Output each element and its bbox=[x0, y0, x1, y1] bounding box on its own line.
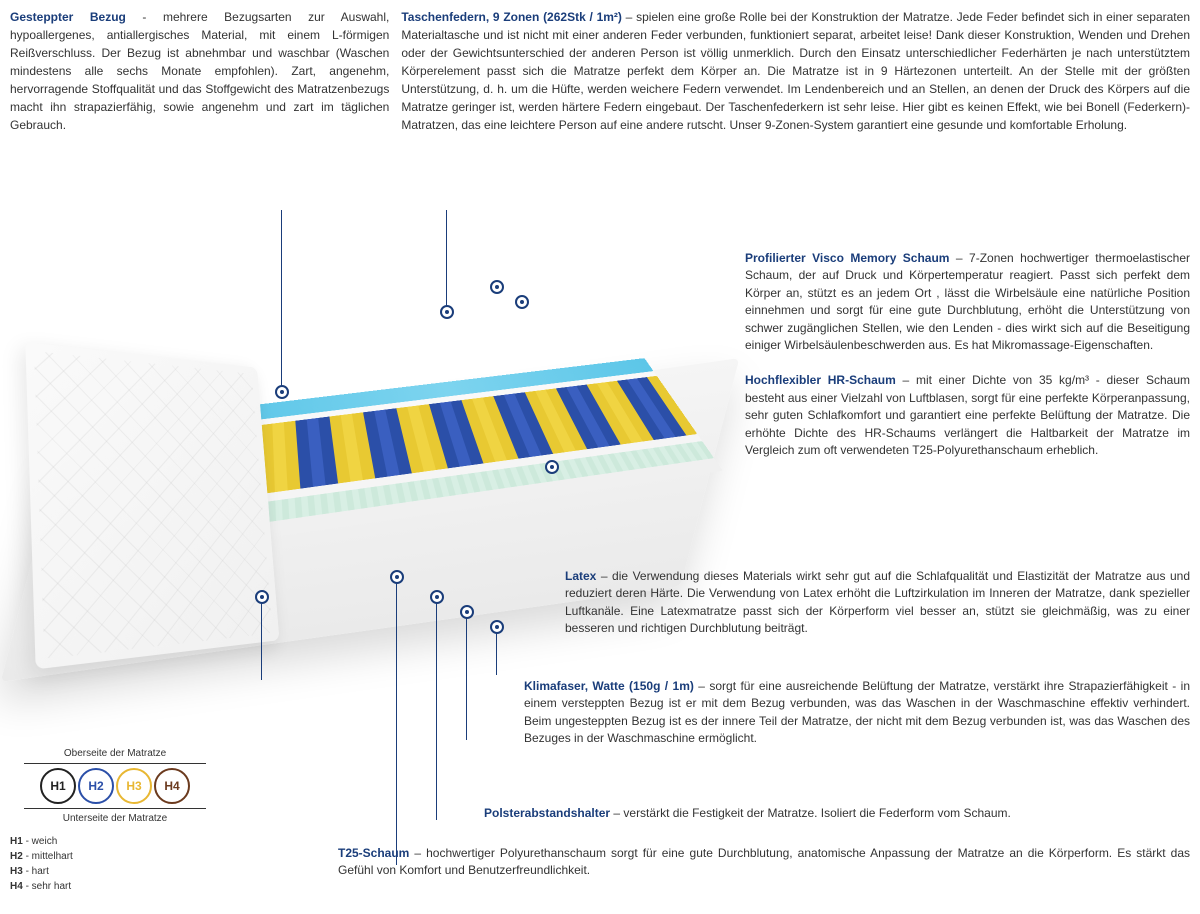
layer-description: Latex – die Verwendung dieses Materials … bbox=[565, 568, 1190, 638]
callout-line bbox=[281, 210, 282, 390]
hardness-key: H1 - weich bbox=[10, 834, 220, 849]
hardness-key: H3 - hart bbox=[10, 864, 220, 879]
springs-text: – spielen eine große Rolle bei der Konst… bbox=[401, 10, 1190, 132]
callout-line bbox=[396, 575, 397, 865]
callout-marker bbox=[490, 280, 504, 294]
callout-marker bbox=[490, 620, 504, 634]
hardness-legend: Oberseite der Matratze H1H2H3H4 Untersei… bbox=[10, 744, 220, 894]
springs-description: Taschenfedern, 9 Zonen (262Stk / 1m²) – … bbox=[401, 8, 1190, 134]
callout-marker bbox=[390, 570, 404, 584]
right-descriptions: Profilierter Visco Memory Schaum – 7-Zon… bbox=[745, 250, 1190, 477]
hr-foam-description: Hochflexibler HR-Schaum – mit einer Dich… bbox=[745, 372, 1190, 459]
springs-title: Taschenfedern, 9 Zonen (262Stk / 1m²) bbox=[401, 10, 622, 24]
hardness-ring: H3 bbox=[116, 768, 152, 804]
cover-text: - mehrere Bezugsarten zur Auswahl, hypoa… bbox=[10, 10, 389, 132]
callout-marker bbox=[440, 305, 454, 319]
callout-marker bbox=[275, 385, 289, 399]
quilted-cover bbox=[25, 342, 279, 669]
visco-description: Profilierter Visco Memory Schaum – 7-Zon… bbox=[745, 250, 1190, 354]
hardness-ring: H2 bbox=[78, 768, 114, 804]
callout-marker bbox=[545, 460, 559, 474]
hardness-key: H4 - sehr hart bbox=[10, 879, 220, 894]
layer-description: Klimafaser, Watte (150g / 1m) – sorgt fü… bbox=[524, 678, 1190, 748]
legend-top-label: Oberseite der Matratze bbox=[10, 748, 220, 759]
callout-line bbox=[466, 610, 467, 740]
hardness-key: H2 - mittelhart bbox=[10, 849, 220, 864]
mattress-diagram bbox=[10, 210, 750, 730]
callout-line bbox=[261, 595, 262, 680]
callout-line bbox=[436, 595, 437, 820]
cover-description: Gesteppter Bezug - mehrere Bezugsarten z… bbox=[10, 8, 389, 134]
callout-line bbox=[446, 210, 447, 310]
legend-bottom-label: Unterseite der Matratze bbox=[10, 813, 220, 824]
hardness-ring: H1 bbox=[40, 768, 76, 804]
hardness-keys: H1 - weichH2 - mittelhartH3 - hartH4 - s… bbox=[10, 834, 220, 894]
callout-marker bbox=[515, 295, 529, 309]
callout-marker bbox=[460, 605, 474, 619]
layer-description: T25-Schaum – hochwertiger Polyurethansch… bbox=[338, 845, 1190, 880]
hardness-ring: H4 bbox=[154, 768, 190, 804]
hardness-rings: H1H2H3H4 bbox=[10, 768, 220, 804]
layer-description: Polsterabstandshalter – verstärkt die Fe… bbox=[484, 805, 1190, 822]
callout-marker bbox=[430, 590, 444, 604]
cover-title: Gesteppter Bezug bbox=[10, 10, 126, 24]
callout-marker bbox=[255, 590, 269, 604]
